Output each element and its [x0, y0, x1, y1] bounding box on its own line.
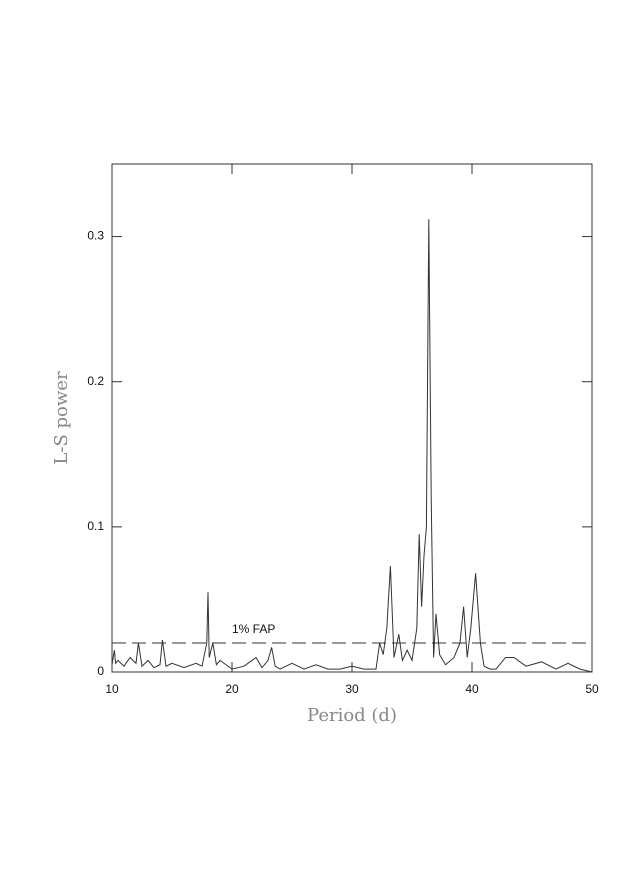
plot-frame — [111, 163, 593, 673]
y-tick-label: 0.3 — [87, 229, 104, 243]
y-tick-label: 0 — [97, 664, 104, 678]
y-tick-label: 0.1 — [87, 519, 104, 533]
x-tick-label: 30 — [345, 682, 359, 696]
x-tick-label: 20 — [225, 682, 239, 696]
x-axis-label: Period (d) — [307, 705, 397, 726]
x-tick-label: 40 — [465, 682, 479, 696]
x-tick-label: 10 — [105, 682, 119, 696]
series-line — [111, 219, 593, 673]
y-axis-label: L-S power — [51, 371, 72, 465]
x-tick-label: 50 — [585, 682, 599, 696]
y-tick-label: 0.2 — [87, 374, 104, 388]
threshold-label: 1% FAP — [232, 622, 275, 636]
